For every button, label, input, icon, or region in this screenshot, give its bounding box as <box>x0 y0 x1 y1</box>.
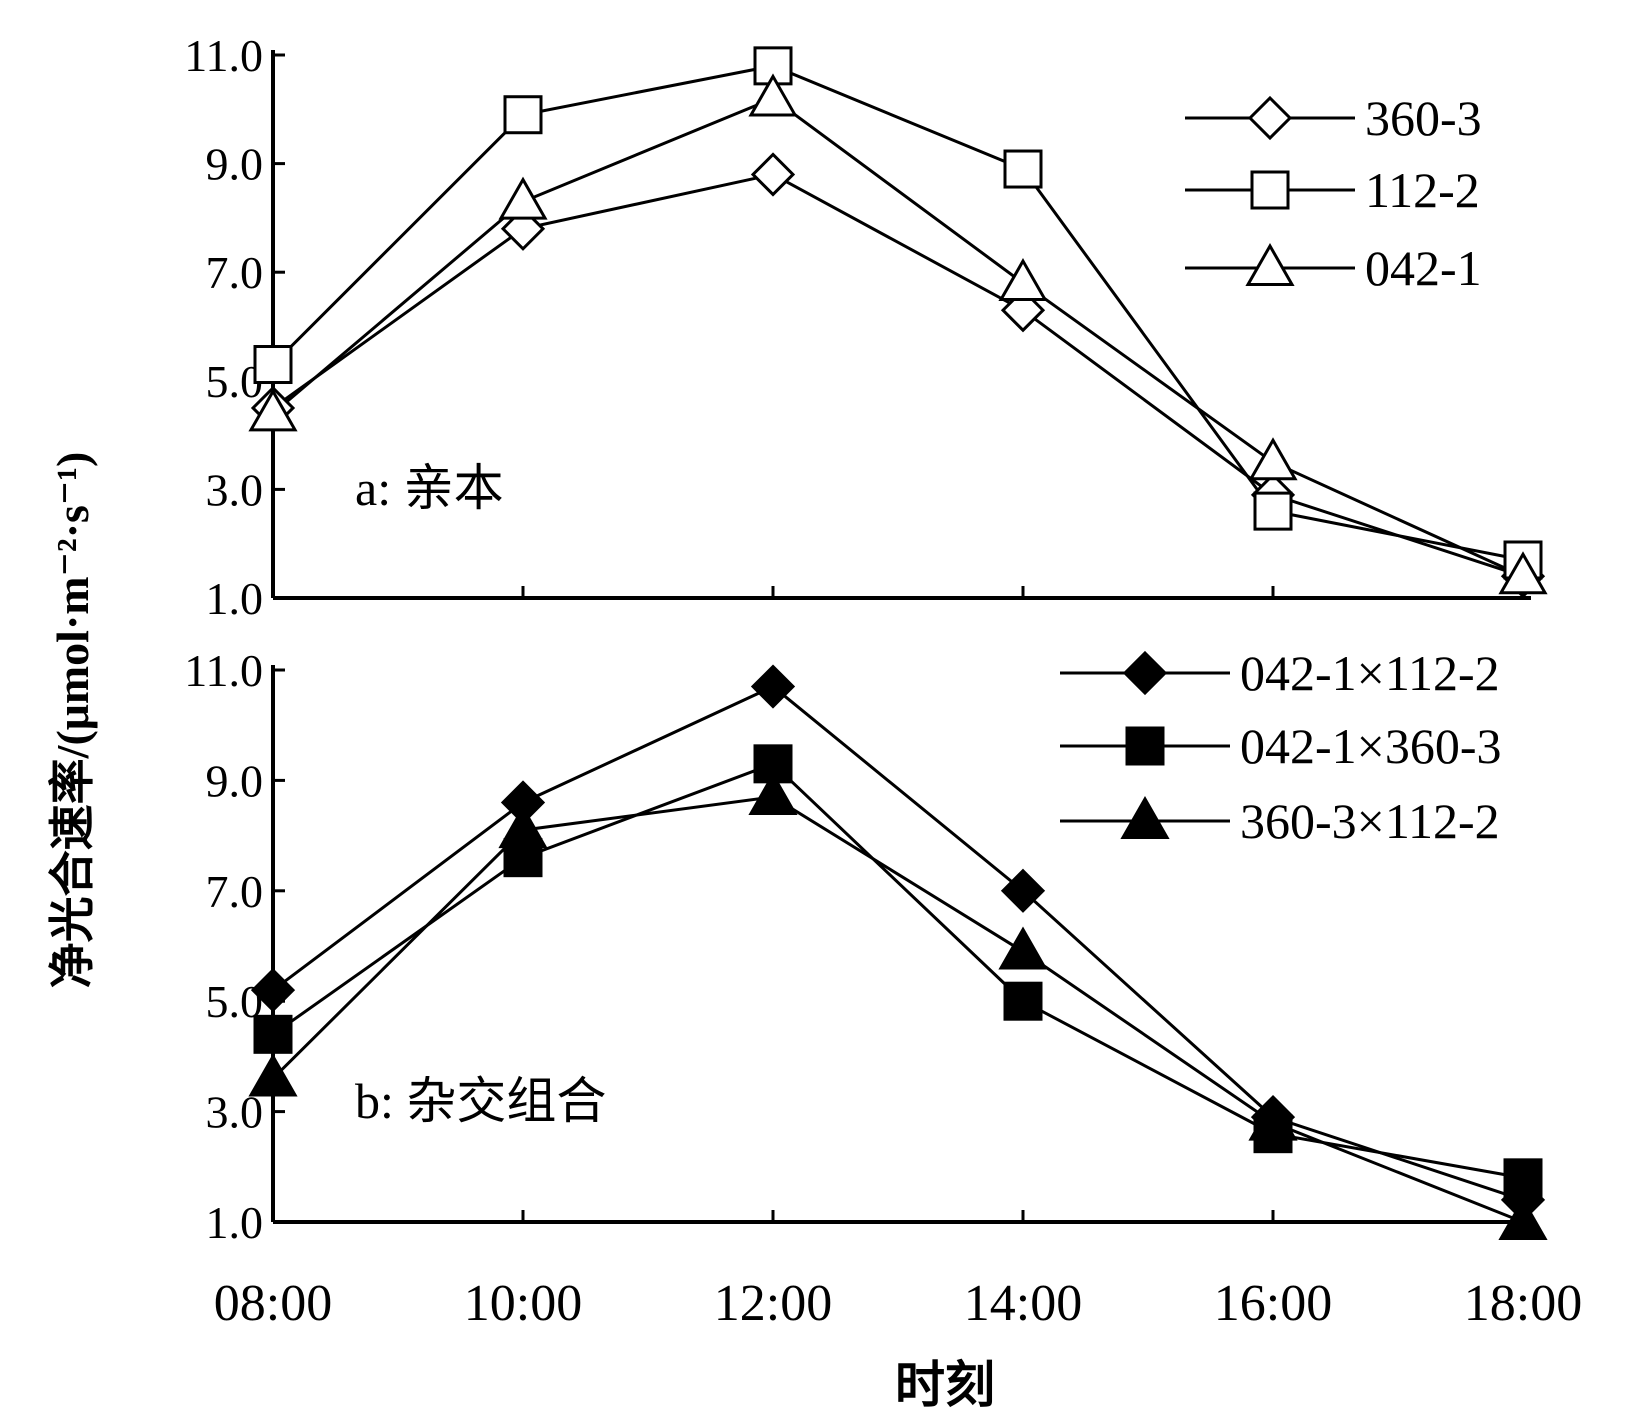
legend-label: 042-1×360-3 <box>1240 718 1502 774</box>
data-point <box>1503 1158 1543 1198</box>
data-point <box>748 771 798 815</box>
data-point <box>1000 868 1046 913</box>
series-line <box>272 684 1524 1202</box>
legend-marker <box>1247 95 1293 141</box>
data-point <box>250 968 296 1013</box>
x-tick-label: 14:00 <box>964 1275 1082 1332</box>
legend-marker <box>1120 795 1170 839</box>
data-point <box>1003 149 1043 189</box>
panels: 1.03.05.07.09.011.0a: 亲本360-3112-2042-11… <box>184 30 1582 1332</box>
data-point <box>998 926 1048 970</box>
y-tick-label: 7.0 <box>206 247 264 298</box>
y-tick-label: 5.0 <box>206 356 264 407</box>
legend: 042-1×112-2 042-1×360-3 360-3×112-2 <box>1060 645 1502 849</box>
x-axis-label: 时刻 <box>895 1357 995 1413</box>
x-tick-label: 10:00 <box>464 1275 582 1332</box>
data-point <box>998 258 1048 302</box>
data-point <box>253 1014 293 1054</box>
data-point <box>1248 437 1298 481</box>
x-tick-label: 12:00 <box>714 1275 832 1332</box>
data-point <box>503 95 543 135</box>
y-tick-label: 9.0 <box>206 755 264 806</box>
panel-label: a: 亲本 <box>355 460 504 516</box>
data-point <box>248 1053 298 1097</box>
series-line <box>271 64 1524 562</box>
y-tick-label: 5.0 <box>206 976 264 1027</box>
legend-marker <box>1250 170 1290 210</box>
y-tick-label: 7.0 <box>206 866 264 917</box>
y-axis-label: 净光合速率/(μmol·m⁻²·s⁻¹) <box>47 452 98 989</box>
series-line <box>272 96 1524 578</box>
legend-marker <box>1245 242 1295 286</box>
data-point <box>750 152 796 197</box>
x-tick-label: 16:00 <box>1214 1275 1332 1332</box>
legend-label: 042-1 <box>1365 240 1482 296</box>
y-tick-label: 1.0 <box>206 1197 264 1248</box>
data-point <box>748 73 798 117</box>
y-tick-label: 9.0 <box>206 139 264 190</box>
data-point <box>1498 1196 1548 1240</box>
x-tick-label: 18:00 <box>1464 1275 1582 1332</box>
data-point <box>1248 1097 1298 1141</box>
y-tick-label: 3.0 <box>206 464 264 515</box>
legend: 360-3 112-2 042-1 <box>1185 90 1482 296</box>
y-tick-label: 11.0 <box>184 30 263 81</box>
data-point <box>1003 981 1043 1021</box>
data-point <box>253 345 293 385</box>
panel-b: 1.03.05.07.09.011.008:00 10:00 12:00 14:00 1… <box>184 645 1582 1332</box>
panel-a: 1.0 3.0 5.0 7.0 9.0 11.0 a: 亲本 360-3 112-2 042-1 <box>184 30 1548 624</box>
legend-marker <box>1125 726 1165 766</box>
data-point <box>750 664 796 709</box>
y-tick-label: 1.0 <box>206 573 264 624</box>
legend-marker <box>1122 650 1168 696</box>
data-point <box>1253 491 1293 531</box>
legend-label: 112-2 <box>1365 162 1480 218</box>
series-line <box>272 762 1524 1180</box>
legend-label: 360-3 <box>1365 90 1482 146</box>
data-point <box>498 805 548 849</box>
data-point <box>1498 551 1548 595</box>
data-point <box>248 388 298 432</box>
series-line <box>272 172 1524 578</box>
data-point <box>498 176 548 220</box>
legend-label: 360-3×112-2 <box>1240 793 1500 849</box>
x-tick-label: 08:00 <box>214 1275 332 1332</box>
series-line <box>271 795 1524 1224</box>
panel-label: b: 杂交组合 <box>355 1073 606 1129</box>
y-tick-label: 11.0 <box>184 645 263 696</box>
legend-label: 042-1×112-2 <box>1240 645 1500 701</box>
